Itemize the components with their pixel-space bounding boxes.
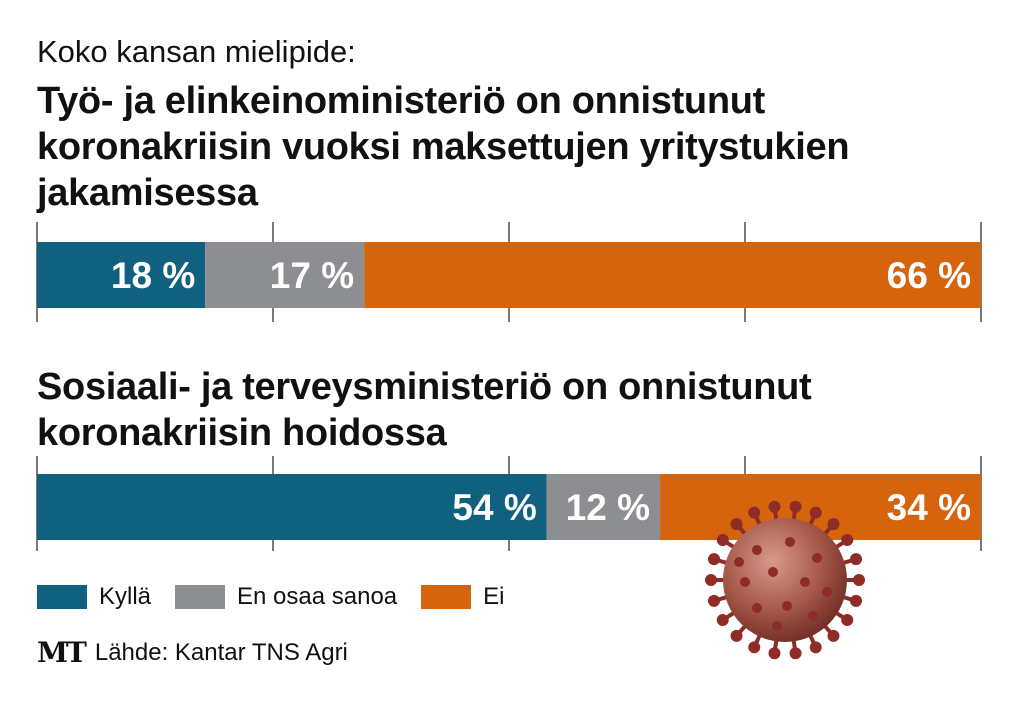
virus-protein bbox=[808, 611, 818, 621]
legend: Kyllä En osaa sanoa Ei bbox=[37, 583, 529, 611]
virus-spike-head bbox=[748, 506, 761, 519]
virus-spike-head bbox=[850, 553, 863, 566]
bar-ei bbox=[660, 474, 981, 540]
bar-kylla bbox=[37, 474, 547, 540]
question-1-title: Työ- ja elinkeinoministeriö on onnistunu… bbox=[37, 80, 850, 214]
virus-protein bbox=[782, 601, 792, 611]
virus-spike-head bbox=[730, 629, 743, 642]
data-label-kylla: 18 % bbox=[111, 255, 195, 296]
data-label-eos: 12 % bbox=[566, 487, 650, 528]
virus-spike-head bbox=[809, 641, 822, 654]
virus-spike-head bbox=[841, 614, 854, 627]
virus-spike-head bbox=[768, 500, 781, 513]
chart-1: 18 % 17 % 66 % bbox=[36, 222, 982, 322]
legend-label-eos: En osaa sanoa bbox=[237, 583, 398, 610]
virus-spike-head bbox=[789, 500, 802, 513]
virus-spike-head bbox=[827, 518, 840, 531]
virus-spike-head bbox=[705, 574, 717, 586]
bar-kylla bbox=[37, 242, 206, 308]
virus-spike-head bbox=[707, 553, 720, 566]
coronavirus-icon bbox=[705, 500, 865, 660]
legend-swatch-eos bbox=[175, 585, 226, 609]
source: MT Lähde: Kantar TNS Agri bbox=[37, 636, 348, 669]
virus-protein bbox=[772, 621, 782, 631]
virus-spike-head bbox=[853, 574, 865, 586]
virus-spike-head bbox=[748, 641, 761, 654]
virus-spike-head bbox=[730, 518, 743, 531]
virus-protein bbox=[752, 603, 762, 613]
virus-spike-head bbox=[716, 533, 729, 546]
virus-spike-head bbox=[707, 594, 720, 607]
virus-protein bbox=[734, 557, 744, 567]
data-label-ei: 66 % bbox=[887, 255, 971, 296]
mt-logo: MT bbox=[37, 636, 87, 669]
source-text: Lähde: Kantar TNS Agri bbox=[94, 638, 348, 666]
legend-item-ei: Ei bbox=[421, 583, 528, 611]
virus-protein bbox=[812, 553, 822, 563]
bar-eos bbox=[546, 474, 661, 540]
virus-protein bbox=[822, 587, 832, 597]
data-label-kylla: 54 % bbox=[452, 487, 536, 528]
virus-protein bbox=[785, 537, 795, 547]
virus-spike-head bbox=[841, 533, 854, 546]
virus-spike-head bbox=[827, 629, 840, 642]
virus-spike-head bbox=[809, 506, 822, 519]
bar-ei bbox=[364, 242, 981, 308]
legend-swatch-ei bbox=[421, 585, 472, 609]
legend-item-eos: En osaa sanoa bbox=[175, 583, 421, 611]
data-label-ei: 34 % bbox=[887, 487, 971, 528]
chart-2: 54 % 12 % 34 % bbox=[36, 456, 982, 551]
question-2-title: Sosiaali- ja terveysministeriö on onnist… bbox=[37, 366, 812, 454]
virus-spike-head bbox=[716, 614, 729, 627]
virus-spike-head bbox=[768, 647, 781, 660]
virus-protein bbox=[752, 545, 762, 555]
legend-swatch-kylla bbox=[37, 585, 87, 609]
bar-eos bbox=[205, 242, 365, 308]
virus-protein bbox=[768, 567, 778, 577]
virus-spike-head bbox=[850, 594, 863, 607]
virus-protein bbox=[800, 577, 810, 587]
data-label-eos: 17 % bbox=[270, 255, 354, 296]
virus-protein bbox=[740, 577, 750, 587]
kicker: Koko kansan mielipide: bbox=[37, 34, 356, 69]
legend-label-kylla: Kyllä bbox=[99, 583, 152, 610]
legend-label-ei: Ei bbox=[483, 583, 505, 610]
legend-item-kylla: Kyllä bbox=[37, 583, 175, 611]
virus-spike-head bbox=[789, 647, 802, 660]
